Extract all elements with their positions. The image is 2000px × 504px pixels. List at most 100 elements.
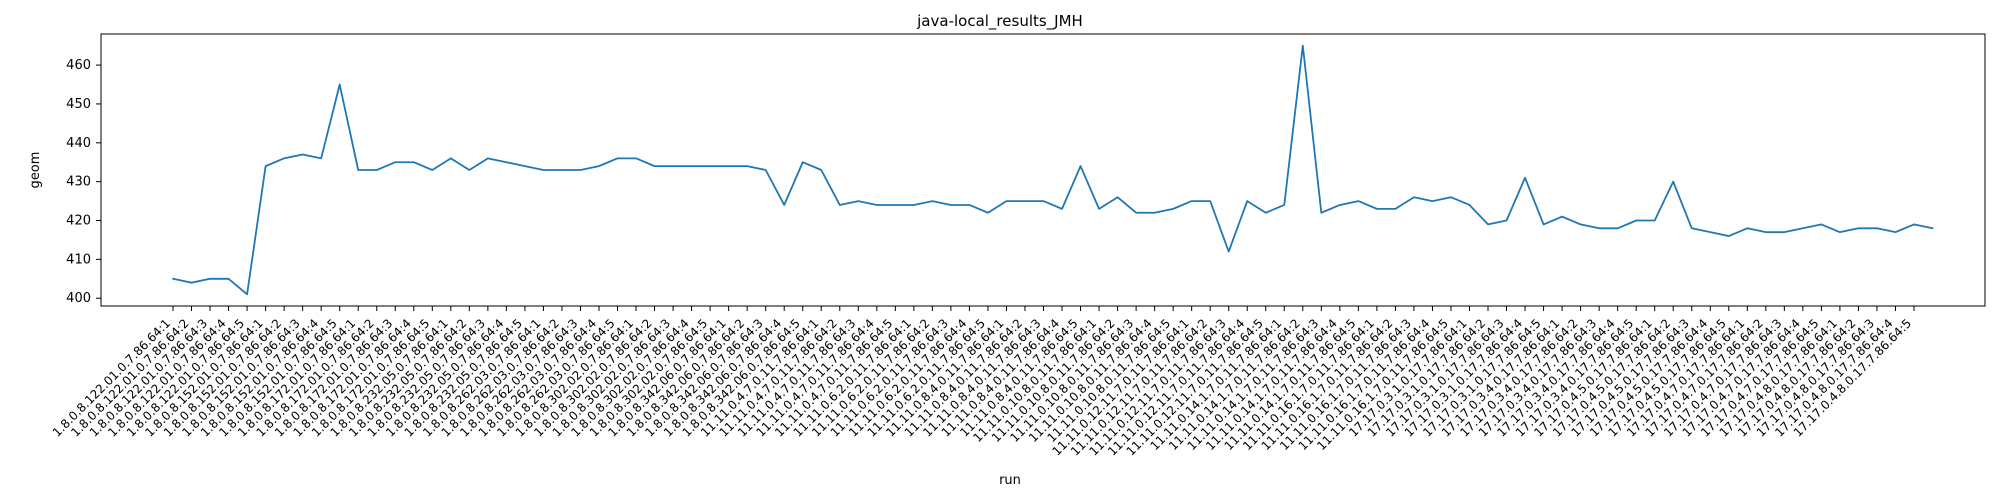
data-point: [708, 164, 713, 169]
data-point: [1856, 226, 1861, 231]
data-point: [1652, 218, 1657, 223]
data-point: [1078, 164, 1083, 169]
y-tick-label: 460: [66, 58, 91, 73]
chart-title: java-local_results_JMH: [916, 12, 1083, 31]
data-point: [1152, 210, 1157, 215]
data-point: [1597, 226, 1602, 231]
data-point: [967, 202, 972, 207]
data-point: [226, 276, 231, 281]
data-point: [819, 168, 824, 173]
data-point: [1208, 199, 1213, 204]
data-point: [615, 156, 620, 161]
data-point: [1504, 218, 1509, 223]
y-tick-label: 400: [66, 291, 91, 306]
data-point: [1041, 199, 1046, 204]
data-point: [1893, 230, 1898, 235]
point-layer: [171, 43, 1936, 297]
y-tick-label: 440: [66, 136, 91, 151]
data-point: [1523, 175, 1528, 180]
data-point: [726, 164, 731, 169]
data-point: [1226, 249, 1231, 254]
data-point: [374, 168, 379, 173]
data-point: [985, 210, 990, 215]
data-point: [856, 199, 861, 204]
data-point: [1411, 195, 1416, 200]
data-point: [1282, 202, 1287, 207]
y-axis: 400 410 420 430 440 450 460: [66, 58, 101, 306]
data-point: [485, 156, 490, 161]
data-point: [578, 168, 583, 173]
data-point: [504, 160, 509, 165]
data-point: [467, 168, 472, 173]
data-point: [263, 164, 268, 169]
data-point: [1245, 199, 1250, 204]
data-point: [356, 168, 361, 173]
data-point: [1837, 230, 1842, 235]
data-point: [1708, 230, 1713, 235]
data-point: [782, 202, 787, 207]
data-point: [634, 156, 639, 161]
data-point: [1448, 195, 1453, 200]
data-point: [745, 164, 750, 169]
y-tick-label: 410: [66, 252, 91, 267]
data-point: [1874, 226, 1879, 231]
data-point: [652, 164, 657, 169]
data-point: [1930, 226, 1935, 231]
data-point: [1337, 202, 1342, 207]
data-point: [948, 202, 953, 207]
data-point: [1541, 222, 1546, 227]
data-point: [1560, 214, 1565, 219]
data-point: [930, 199, 935, 204]
y-axis-title: geom: [28, 152, 43, 189]
data-point: [893, 202, 898, 207]
plot-frame: [100, 33, 1986, 307]
data-point: [1374, 206, 1379, 211]
data-point: [1671, 179, 1676, 184]
data-point: [1800, 226, 1805, 231]
data-point: [208, 276, 213, 281]
data-point: [1319, 210, 1324, 215]
data-point: [1689, 226, 1694, 231]
data-point: [1393, 206, 1398, 211]
data-point: [800, 160, 805, 165]
data-point: [1115, 195, 1120, 200]
data-point: [1356, 199, 1361, 204]
data-point: [1763, 230, 1768, 235]
data-point: [319, 156, 324, 161]
data-point: [1819, 222, 1824, 227]
data-point: [837, 202, 842, 207]
data-point: [171, 276, 176, 281]
data-point: [522, 164, 527, 169]
data-point: [596, 164, 601, 169]
data-point: [1578, 222, 1583, 227]
data-point: [1189, 199, 1194, 204]
data-point: [1171, 206, 1176, 211]
data-point: [1300, 43, 1305, 48]
data-point: [1726, 234, 1731, 239]
y-tick-label: 450: [66, 97, 91, 112]
data-point: [559, 168, 564, 173]
data-point: [448, 156, 453, 161]
data-point: [189, 280, 194, 285]
data-point: [300, 152, 305, 157]
data-point: [763, 168, 768, 173]
data-point: [282, 156, 287, 161]
data-point: [430, 168, 435, 173]
data-point: [1022, 199, 1027, 204]
data-point: [411, 160, 416, 165]
data-point: [1467, 202, 1472, 207]
data-point: [1134, 210, 1139, 215]
x-axis: 1.8.0.8.122.01.0.7.86.64:11.8.0.8.122.01…: [50, 306, 1915, 459]
data-point: [874, 202, 879, 207]
y-tick-label: 430: [66, 175, 91, 190]
data-point: [1263, 210, 1268, 215]
data-point: [671, 164, 676, 169]
data-point: [911, 202, 916, 207]
data-point: [1615, 226, 1620, 231]
data-point: [245, 292, 250, 297]
data-point: [1060, 206, 1065, 211]
data-point: [337, 82, 342, 87]
data-point: [689, 164, 694, 169]
